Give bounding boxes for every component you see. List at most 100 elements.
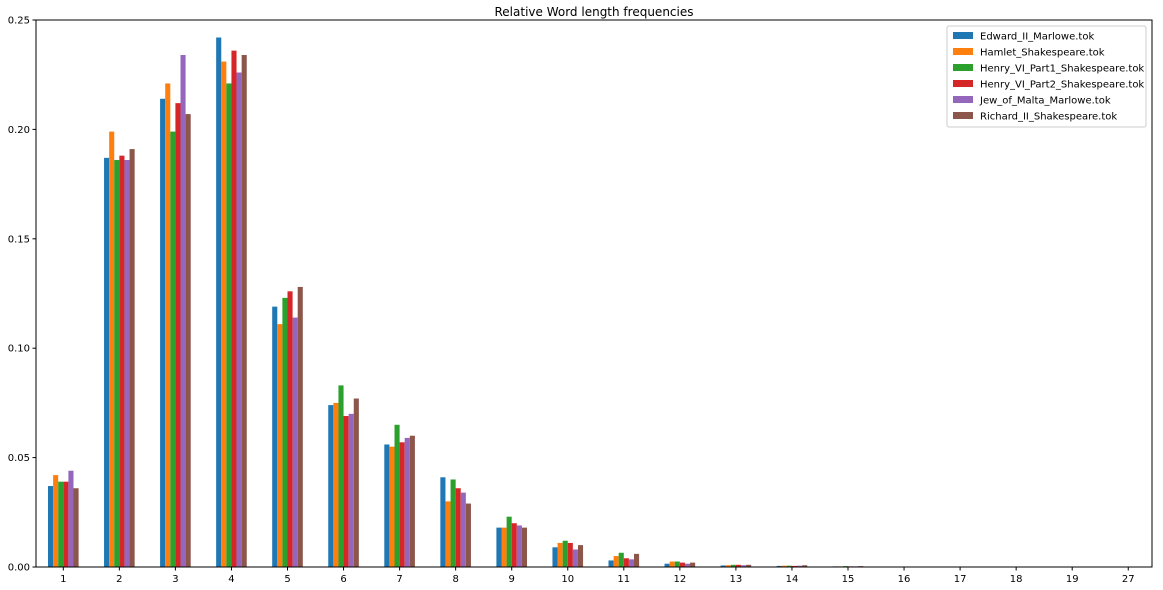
bar [124, 160, 130, 567]
y-tick-label: 0.05 [8, 453, 30, 464]
x-tick-label: 18 [1010, 574, 1023, 585]
legend-swatch [953, 48, 973, 55]
x-tick-label: 9 [509, 574, 515, 585]
bar [684, 563, 691, 567]
bar [730, 564, 736, 567]
bar [338, 385, 344, 567]
y-axis: 0.00 0.05 0.10 0.15 0.20 0.25 [8, 16, 36, 574]
bars-group [48, 37, 1144, 568]
bar [802, 565, 808, 567]
legend-label: Henry_VI_Part1_Shakespeare.tok [980, 64, 1144, 75]
bar [445, 501, 451, 567]
bar [608, 560, 614, 567]
x-tick-label: 7 [396, 574, 402, 585]
bar [231, 50, 237, 567]
bar [297, 286, 303, 567]
bar [175, 103, 181, 567]
bar [241, 55, 247, 567]
bar [48, 486, 54, 567]
bar [562, 540, 568, 567]
bar [781, 565, 787, 567]
bar [725, 565, 731, 567]
bar [404, 437, 410, 567]
legend: Edward_II_Marlowe.tok Hamlet_Shakespeare.… [946, 25, 1147, 128]
bar [552, 547, 558, 567]
bar [287, 291, 293, 567]
x-tick-label: 2 [116, 574, 122, 585]
bar [690, 562, 696, 567]
x-axis: 1 2 3 4 5 6 7 8 9 10 11 12 13 14 15 16 17 18 19 27 [60, 567, 1135, 585]
bar [53, 475, 59, 567]
bar [776, 565, 782, 567]
bar [165, 83, 171, 567]
bar [104, 157, 110, 567]
y-tick-label: 0.20 [8, 125, 30, 136]
x-tick-label: 11 [617, 574, 630, 585]
bar [277, 324, 283, 567]
legend-label: Hamlet_Shakespeare.tok [980, 48, 1105, 59]
x-tick-label: 15 [842, 574, 855, 585]
bar [572, 549, 578, 567]
legend-swatch [953, 80, 973, 87]
bar [389, 446, 395, 567]
bar [348, 413, 354, 567]
bar [384, 444, 390, 567]
bar [119, 155, 125, 567]
bar [455, 488, 461, 567]
bar [501, 527, 507, 567]
x-tick-label: 6 [340, 574, 346, 585]
bar [180, 55, 186, 567]
x-tick-label: 17 [954, 574, 967, 585]
bar [216, 37, 222, 567]
bar [797, 565, 803, 567]
bar [292, 317, 298, 567]
bar [506, 516, 512, 567]
bar [465, 503, 471, 567]
bar [720, 565, 726, 567]
bar [160, 98, 166, 568]
bar [741, 565, 747, 567]
bar [679, 562, 685, 567]
legend-label: Edward_II_Marlowe.tok [980, 32, 1094, 43]
bar [567, 542, 573, 567]
bar [282, 297, 288, 567]
x-tick-label: 27 [1122, 574, 1135, 585]
bar [328, 405, 334, 567]
bar [791, 565, 798, 567]
bar [511, 523, 517, 567]
legend-label: Richard_II_Shakespeare.tok [980, 112, 1117, 123]
bar [114, 160, 120, 567]
y-tick-label: 0.25 [8, 16, 30, 27]
x-tick-label: 19 [1066, 574, 1079, 585]
legend-swatch [953, 96, 973, 103]
bar [628, 559, 634, 567]
bar [664, 563, 670, 567]
bar [236, 72, 242, 567]
bar [170, 131, 176, 567]
legend-swatch [953, 64, 973, 71]
bar [735, 564, 741, 567]
bar [185, 114, 191, 567]
legend-swatch [953, 112, 973, 119]
bar [623, 558, 629, 567]
bar [109, 131, 115, 567]
bar [460, 492, 466, 567]
bar [68, 470, 74, 567]
bar [613, 556, 619, 567]
x-tick-label: 1 [60, 574, 66, 585]
bar [399, 442, 405, 567]
bar [516, 525, 522, 567]
bar [521, 527, 527, 567]
bar [786, 565, 792, 567]
x-tick-label: 3 [172, 574, 178, 585]
chart-title: Relative Word length frequencies [495, 5, 694, 19]
y-tick-label: 0.10 [8, 344, 30, 355]
bar [394, 424, 400, 567]
legend-box [946, 25, 1147, 128]
x-tick-label: 5 [284, 574, 290, 585]
x-tick-label: 16 [898, 574, 911, 585]
bar [63, 481, 69, 567]
bar [557, 542, 563, 567]
bar [409, 435, 415, 567]
bar [450, 479, 456, 567]
